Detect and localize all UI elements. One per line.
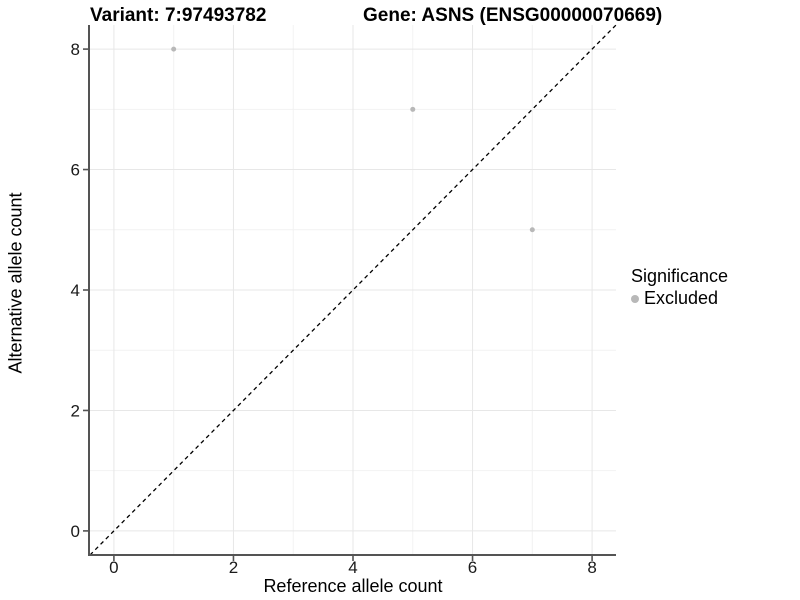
legend-item-excluded: Excluded (631, 288, 728, 309)
y-tick-label: 6 (71, 161, 80, 180)
gene-title: Gene: ASNS (ENSG00000070669) (363, 5, 663, 26)
excluded-point-icon (631, 294, 639, 303)
x-tick-label: 8 (587, 558, 596, 577)
y-tick-label: 0 (71, 522, 80, 541)
y-tick-label: 4 (71, 281, 80, 300)
y-axis-title: Alternative allele count (5, 192, 26, 374)
legend: Significance Excluded (631, 266, 728, 309)
x-tick-label: 2 (229, 558, 238, 577)
data-point (171, 46, 177, 52)
data-point (529, 227, 535, 233)
x-axis-title: Reference allele count (263, 576, 443, 596)
data-point (410, 106, 416, 112)
legend-item-label: Excluded (644, 288, 719, 308)
x-tick-label: 4 (348, 558, 357, 577)
legend-title: Significance (631, 266, 729, 286)
x-tick-label: 6 (468, 558, 477, 577)
variant-title: Variant: 7:97493782 (90, 5, 267, 26)
y-tick-label: 2 (71, 401, 80, 420)
y-tick-label: 8 (71, 40, 80, 59)
x-tick-label: 0 (109, 558, 118, 577)
